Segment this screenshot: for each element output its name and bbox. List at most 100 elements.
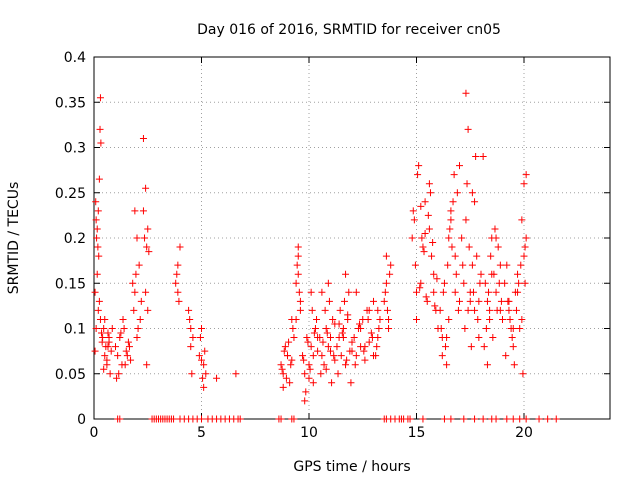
data-point (492, 415, 500, 423)
data-point (200, 383, 208, 391)
data-point (322, 365, 330, 373)
data-point (385, 325, 393, 332)
data-point (285, 338, 293, 346)
data-point (304, 338, 312, 346)
data-point (522, 415, 530, 423)
data-point (236, 415, 244, 423)
data-point (95, 252, 103, 260)
data-point (112, 343, 119, 351)
data-point (300, 356, 308, 364)
data-point (116, 415, 124, 423)
data-point (316, 334, 324, 342)
data-point (120, 325, 128, 332)
data-point (136, 315, 144, 323)
data-point (143, 243, 151, 251)
data-point (309, 379, 317, 387)
data-point (125, 343, 133, 351)
data-point (338, 329, 346, 337)
data-point (475, 334, 483, 342)
data-point (98, 329, 106, 337)
y-tick-label: 0.25 (55, 186, 86, 202)
data-point (314, 347, 322, 355)
data-point (351, 361, 359, 369)
y-tick-label: 0.3 (64, 141, 86, 157)
data-point (460, 415, 468, 423)
data-point (200, 361, 208, 369)
data-point (131, 207, 139, 215)
data-point (129, 279, 137, 287)
data-point (414, 171, 422, 179)
data-point (93, 234, 101, 242)
data-point (522, 234, 530, 242)
data-point (473, 252, 481, 260)
data-point (413, 288, 420, 296)
data-point (133, 334, 141, 342)
data-point (373, 343, 381, 351)
data-point (425, 180, 433, 188)
data-point (195, 352, 203, 360)
data-point (344, 311, 352, 319)
data-point (535, 415, 543, 423)
data-point (422, 293, 430, 301)
data-point (411, 261, 419, 269)
data-point (483, 297, 491, 305)
data-point (456, 297, 463, 305)
y-tick-label: 0.35 (55, 95, 86, 111)
data-point (365, 338, 373, 346)
data-point (364, 315, 372, 323)
data-point (430, 270, 438, 278)
data-point (488, 270, 496, 278)
data-point (480, 343, 488, 351)
data-point (419, 243, 427, 251)
data-point (339, 325, 347, 332)
data-point (437, 325, 445, 332)
data-point (94, 207, 102, 215)
data-point (451, 252, 459, 260)
data-point (327, 334, 334, 342)
data-point (428, 252, 436, 260)
data-point (135, 261, 143, 269)
data-point (116, 334, 124, 342)
data-point (144, 306, 152, 314)
data-point (335, 320, 343, 328)
data-point (520, 252, 528, 260)
data-point (438, 334, 446, 342)
data-point (375, 325, 383, 332)
data-point (333, 343, 341, 351)
data-point (334, 370, 342, 378)
data-point (357, 325, 365, 332)
data-point (95, 297, 103, 305)
data-point (119, 315, 127, 323)
data-point (187, 325, 195, 332)
data-point (419, 415, 427, 423)
data-point (127, 356, 135, 364)
data-point (144, 225, 152, 233)
data-point (408, 234, 416, 242)
data-point (290, 334, 298, 342)
data-point (92, 325, 100, 332)
data-point (372, 352, 380, 360)
y-tick-label: 0.15 (55, 276, 86, 292)
data-point (198, 356, 205, 364)
data-point (103, 356, 111, 364)
data-point (471, 198, 479, 206)
data-point (327, 347, 334, 355)
data-point (306, 365, 314, 373)
data-point (96, 94, 104, 102)
data-point (365, 306, 373, 314)
data-point (387, 261, 395, 269)
data-point (288, 356, 296, 364)
data-point (117, 329, 125, 337)
data-point (94, 243, 102, 251)
data-point (308, 306, 316, 314)
data-point (440, 279, 448, 287)
data-point (421, 198, 429, 206)
x-tick-label: 10 (300, 425, 318, 441)
data-point (501, 279, 509, 287)
data-point (518, 216, 526, 224)
data-point (450, 171, 458, 179)
y-tick-label: 0.1 (64, 322, 86, 338)
data-point (131, 288, 139, 296)
data-point (134, 325, 142, 332)
data-point (483, 361, 491, 369)
